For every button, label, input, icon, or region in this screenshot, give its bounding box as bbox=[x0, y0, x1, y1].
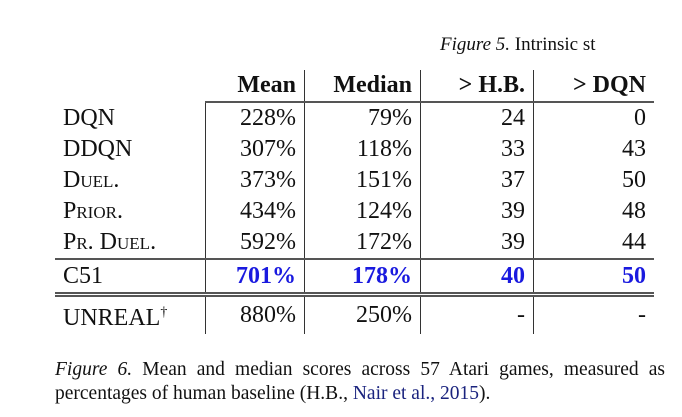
cell-hb: 39 bbox=[420, 196, 534, 227]
cell-median: 118% bbox=[304, 134, 421, 165]
table-row-unreal: UNREAL† 880% 250% - - bbox=[55, 294, 654, 334]
cell-mean: 307% bbox=[240, 136, 296, 162]
table-row: Pr. Duel. 592% 172% 39 44 bbox=[55, 227, 654, 259]
column-header-median: Median bbox=[304, 70, 421, 103]
figure-caption: Figure 6. Mean and median scores across … bbox=[55, 358, 665, 406]
row-name: DDQN bbox=[55, 134, 206, 165]
citation-link[interactable]: Nair et al., 2015 bbox=[352, 383, 479, 404]
figure-text: Intrinsic st bbox=[514, 34, 596, 55]
cell-median: 250% bbox=[304, 294, 421, 334]
row-name-text: UNREAL bbox=[63, 305, 161, 331]
cell-hb: - bbox=[420, 294, 534, 334]
cell-mean: 373% bbox=[240, 167, 296, 193]
table-row: DDQN 307% 118% 33 43 bbox=[55, 134, 654, 165]
cell-median: 178% bbox=[304, 258, 421, 297]
table-row: Prior. 434% 124% 39 48 bbox=[55, 196, 654, 227]
cell-hb: 39 bbox=[420, 227, 534, 259]
column-header-mean: Mean bbox=[205, 70, 305, 103]
column-header bbox=[55, 70, 206, 102]
figure-5-fragment: Figure 5. Intrinsic st bbox=[440, 34, 596, 56]
cell-hb: 24 bbox=[420, 102, 534, 134]
caption-label: Figure 6. bbox=[55, 359, 133, 380]
column-header-dqn: > DQN bbox=[533, 70, 654, 103]
cell-dqn: - bbox=[533, 294, 654, 334]
row-name: Prior. bbox=[55, 196, 206, 227]
cell-dqn: 44 bbox=[533, 227, 654, 259]
row-name: DQN bbox=[55, 102, 206, 134]
cell-hb: 33 bbox=[420, 134, 534, 165]
table-row-c51: C51 701% 178% 40 50 bbox=[55, 258, 654, 297]
cell-median: 124% bbox=[304, 196, 421, 227]
cell-hb: 37 bbox=[420, 165, 534, 196]
figure-label: Figure 5. bbox=[440, 34, 511, 55]
cell-dqn: 50 bbox=[533, 258, 654, 297]
cell-hb: 40 bbox=[420, 258, 534, 297]
table-row: Duel. 373% 151% 37 50 bbox=[55, 165, 654, 196]
table-header-row: Mean Median > H.B. > DQN bbox=[55, 70, 654, 103]
row-name: C51 bbox=[55, 258, 206, 297]
cell-dqn: 48 bbox=[533, 196, 654, 227]
cell-median: 172% bbox=[304, 227, 421, 259]
cell-mean: 434% bbox=[240, 198, 296, 224]
cell-dqn: 43 bbox=[533, 134, 654, 165]
row-name: Pr. Duel. bbox=[55, 227, 206, 259]
cell-mean: 228% bbox=[240, 105, 296, 131]
cell-mean: 880% bbox=[240, 302, 296, 328]
cell-median: 79% bbox=[304, 102, 421, 134]
row-name: Duel. bbox=[55, 165, 206, 196]
cell-median: 151% bbox=[304, 165, 421, 196]
cell-mean: 592% bbox=[240, 229, 296, 255]
cell-mean: 701% bbox=[205, 258, 305, 297]
caption-text-end: ). bbox=[479, 383, 491, 404]
cell-dqn: 0 bbox=[533, 102, 654, 134]
row-name: UNREAL† bbox=[55, 294, 206, 334]
cell-dqn: 50 bbox=[533, 165, 654, 196]
results-table: Mean Median > H.B. > DQN DQN 228% 79% 24 0 DD… bbox=[55, 70, 654, 334]
table-row: DQN 228% 79% 24 0 bbox=[55, 102, 654, 134]
dagger-marker: † bbox=[160, 305, 168, 320]
column-header-hb: > H.B. bbox=[420, 70, 534, 103]
caption-text: Mean and median scores across 57 Atari g… bbox=[55, 359, 665, 404]
